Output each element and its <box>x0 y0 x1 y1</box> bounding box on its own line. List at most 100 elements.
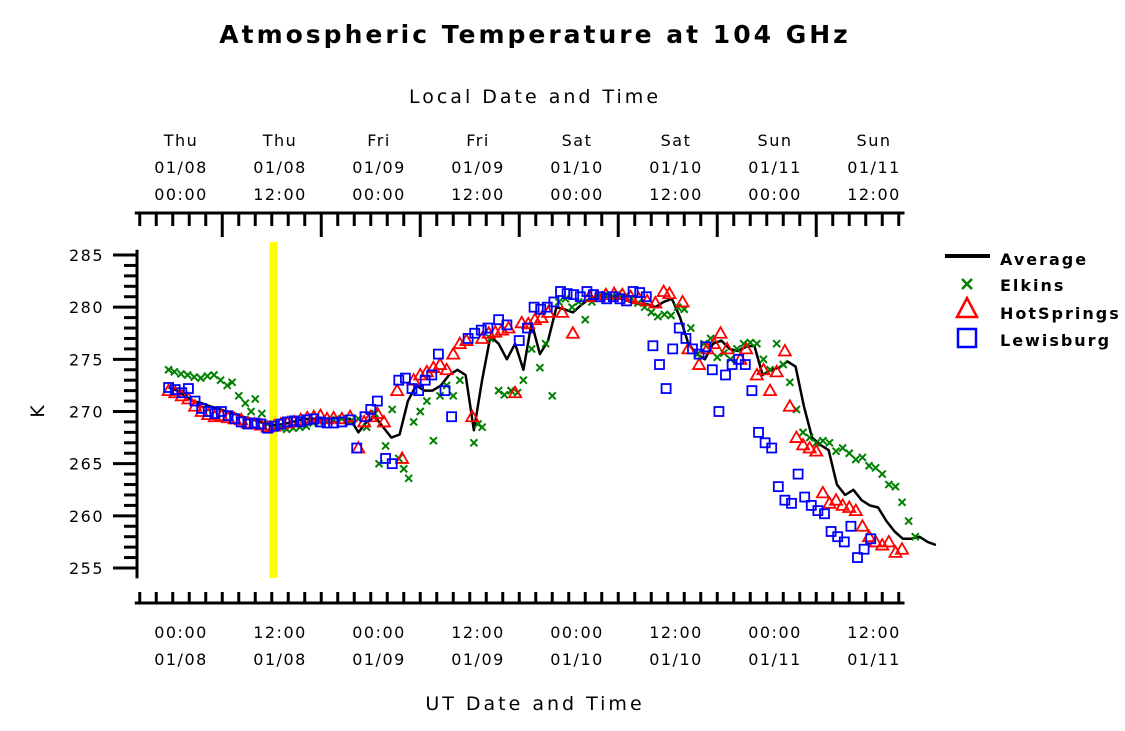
top-tick-label-date: 01/09 <box>451 158 505 177</box>
data-point-lewisburg <box>865 533 877 545</box>
y-tick-label: 285 <box>69 246 104 265</box>
data-point-hotsprings <box>788 429 805 443</box>
y-axis: 255 260 265 270 275 280 285 <box>69 246 139 579</box>
data-point-lewisburg <box>746 385 758 397</box>
data-point-lewisburg <box>772 481 784 493</box>
data-point-lewisburg <box>588 289 599 301</box>
data-point-hotsprings <box>675 294 691 308</box>
top-tick-label-day: Sat <box>661 131 692 150</box>
data-point-hotsprings <box>828 492 844 506</box>
data-point-lewisburg <box>282 416 293 428</box>
data-point-lewisburg <box>858 543 870 555</box>
data-point-elkins <box>449 391 458 401</box>
data-point-lewisburg <box>753 426 764 438</box>
data-point-lewisburg <box>786 497 797 509</box>
data-point-lewisburg <box>766 442 778 454</box>
data-point-lewisburg <box>779 494 791 506</box>
data-point-elkins <box>234 391 243 401</box>
data-point-lewisburg <box>229 413 241 425</box>
data-point-lewisburg <box>627 286 639 297</box>
y-tick-label: 270 <box>69 403 104 422</box>
data-point-hotsprings <box>835 497 851 511</box>
data-point-lewisburg <box>222 410 234 422</box>
data-point-elkins <box>779 360 788 369</box>
data-point-hotsprings <box>802 440 818 454</box>
data-point-elkins <box>897 498 907 507</box>
data-point-hotsprings <box>874 537 890 551</box>
data-point-elkins <box>541 339 550 348</box>
data-point-lewisburg <box>601 293 613 305</box>
data-point-lewisburg <box>522 322 533 334</box>
data-point-hotsprings <box>174 388 190 402</box>
data-point-elkins <box>246 407 256 416</box>
top-tick-label-time: 00:00 <box>550 185 604 204</box>
data-point-lewisburg <box>812 505 824 517</box>
data-point-lewisburg <box>242 418 254 430</box>
data-point-lewisburg <box>268 420 280 432</box>
data-point-elkins <box>772 339 781 348</box>
data-point-elkins <box>477 422 487 432</box>
bottom-axis: 00:00 01/08 12:00 01/08 00:00 01/09 12:00 01/09… <box>134 592 905 669</box>
data-point-lewisburg <box>819 508 830 520</box>
data-point-lewisburg <box>426 369 438 381</box>
y-tick-label: 255 <box>69 559 104 578</box>
data-point-hotsprings <box>848 502 864 517</box>
top-tick-label-day: Sun <box>758 131 793 150</box>
data-point-elkins <box>647 308 656 317</box>
legend-swatch-elkins <box>961 278 973 290</box>
data-point-elkins <box>196 373 206 383</box>
data-point-elkins <box>387 405 397 414</box>
top-tick-label-time: 00:00 <box>748 185 802 204</box>
data-point-lewisburg <box>607 291 619 303</box>
data-point-lewisburg <box>561 288 573 300</box>
data-point-lewisburg <box>482 322 494 334</box>
data-point-elkins <box>189 372 199 382</box>
legend-swatch-hotsprings <box>954 295 980 319</box>
bottom-tick-label-time: 12:00 <box>253 623 307 642</box>
data-point-elkins <box>399 464 408 474</box>
data-point-hotsprings <box>363 408 379 423</box>
data-point-elkins <box>535 363 545 372</box>
data-point-elkins <box>798 428 808 437</box>
data-point-elkins <box>170 367 179 377</box>
bottom-tick-label-date: 01/09 <box>451 650 505 669</box>
highlight-marker-line <box>269 242 278 578</box>
data-point-lewisburg <box>667 343 679 355</box>
data-point-elkins <box>732 344 742 354</box>
data-point-lewisburg <box>321 417 333 429</box>
data-point-lewisburg <box>351 442 363 454</box>
data-point-hotsprings <box>439 361 455 376</box>
data-point-lewisburg <box>386 458 398 470</box>
data-point-elkins <box>519 375 528 385</box>
bottom-tick-label-time: 00:00 <box>550 623 604 642</box>
data-point-elkins <box>785 378 795 387</box>
data-point-lewisburg <box>202 406 214 417</box>
data-point-elkins <box>183 370 192 380</box>
data-point-hotsprings <box>200 406 216 421</box>
data-point-elkins <box>381 441 390 451</box>
data-point-lewisburg <box>399 372 411 384</box>
legend-swatch-lewisburg <box>956 327 978 349</box>
data-point-lewisburg <box>413 385 425 397</box>
data-point-lewisburg <box>163 382 175 393</box>
data-point-elkins <box>845 449 854 458</box>
data-point-elkins <box>864 461 874 470</box>
top-tick-label-time: 12:00 <box>649 185 703 204</box>
data-point-lewisburg <box>693 348 705 360</box>
legend-label-average: Average <box>1000 250 1088 269</box>
data-point-lewisburg <box>739 359 751 370</box>
top-tick-label-day: Fri <box>367 131 391 150</box>
data-point-elkins <box>825 438 834 448</box>
data-point-hotsprings <box>821 495 838 509</box>
data-point-hotsprings <box>565 325 581 339</box>
bottom-tick-label-time: 00:00 <box>154 623 208 642</box>
data-point-hotsprings <box>762 382 778 397</box>
data-point-lewisburg <box>720 369 731 381</box>
top-tick-label-time: 12:00 <box>847 185 901 204</box>
data-point-elkins <box>904 516 913 526</box>
data-point-hotsprings <box>464 408 480 423</box>
data-point-lewisburg <box>262 422 274 434</box>
data-point-lewisburg <box>446 411 458 423</box>
legend-label-elkins: Elkins <box>1000 276 1065 295</box>
